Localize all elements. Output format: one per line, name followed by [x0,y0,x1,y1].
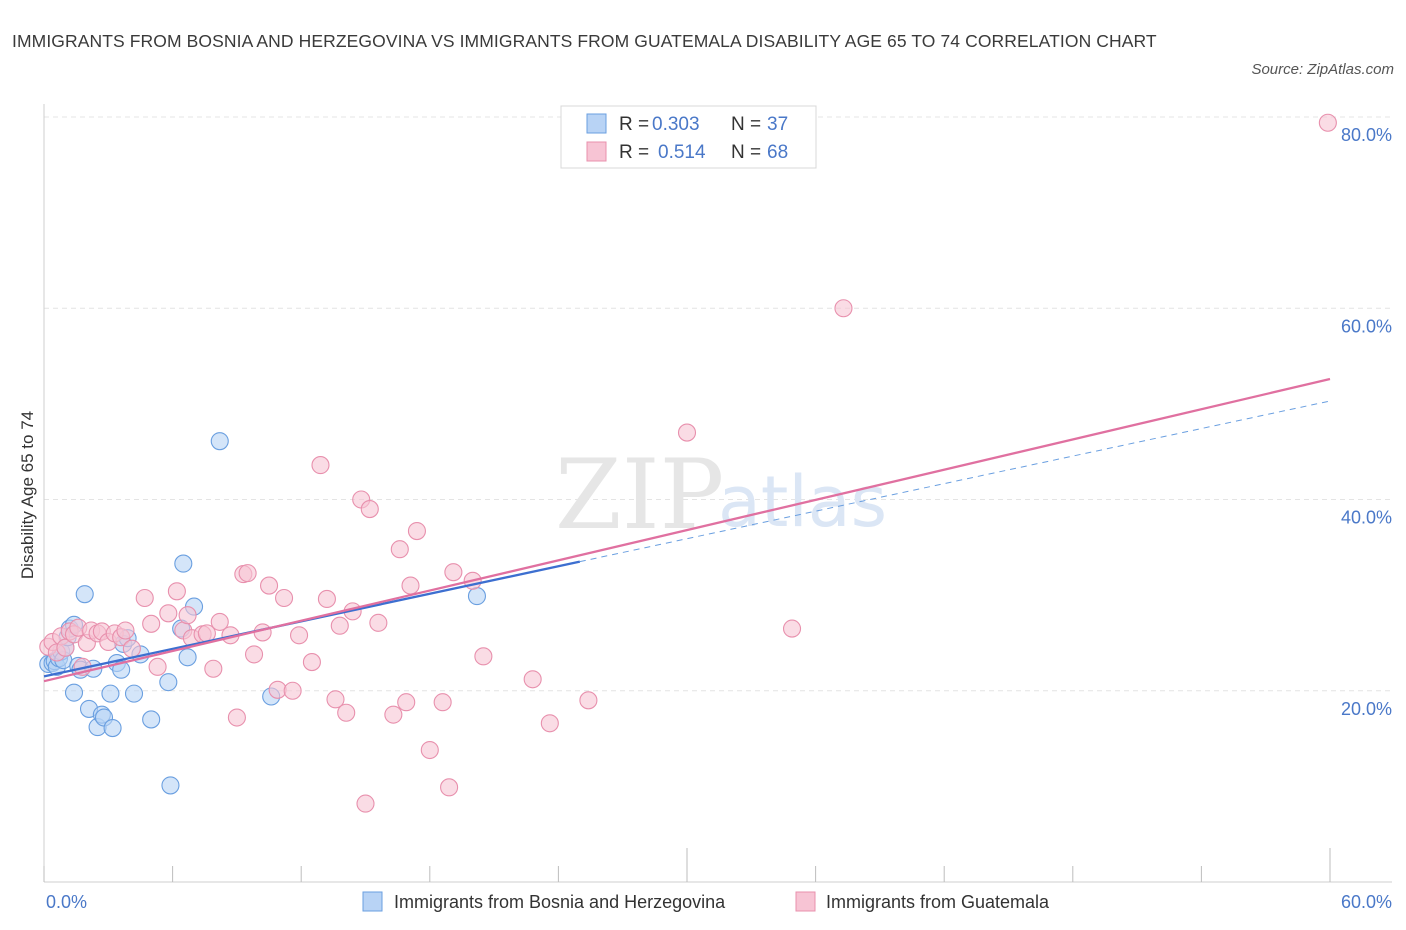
point-bosnia [75,585,94,604]
point-guatemala [401,576,420,595]
legend-r-value-guatemala: 0.514 [658,142,706,163]
point-bosnia [101,684,120,703]
point-bosnia [112,660,131,679]
bottom-legend-label-guatemala: Immigrants from Guatemala [826,892,1050,912]
trend-lines [43,377,1331,683]
point-guatemala [360,500,379,519]
point-guatemala [159,604,178,623]
legend-n-value-guatemala: 68 [767,142,788,163]
point-guatemala [440,778,459,797]
point-bosnia [142,710,161,729]
point-guatemala [227,708,246,727]
point-guatemala [369,613,388,632]
chart-title: IMMIGRANTS FROM BOSNIA AND HERZEGOVINA V… [12,31,1157,51]
legend-swatch-bosnia [586,113,607,134]
gridlines [44,116,1392,692]
point-bosnia [103,718,122,738]
point-bosnia [64,683,84,702]
axes [43,104,1392,883]
bottom-legend-label-bosnia: Immigrants from Bosnia and Herzegovina [394,892,726,912]
point-guatemala [433,693,452,712]
legend-box: R = 0.303 N = 37 R = 0.514 N = 68 [560,105,817,169]
point-guatemala [178,606,197,625]
y-tick-label-20: 20.0% [1341,699,1392,719]
point-guatemala [238,564,257,583]
point-bosnia [178,648,197,667]
point-guatemala [142,614,161,633]
point-guatemala [1318,113,1337,132]
point-guatemala [275,588,294,608]
point-guatemala [397,693,416,712]
legend-r-label-bosnia: R = [619,114,649,135]
y-tick-label-60: 60.0% [1341,316,1392,336]
point-guatemala [268,680,287,699]
point-guatemala [420,740,439,760]
x-tick-labels: 0.0% 60.0% [46,892,1392,912]
bottom-legend-swatch-bosnia [362,891,383,912]
point-guatemala [148,657,167,676]
point-guatemala [390,540,409,559]
point-bosnia [174,554,193,573]
point-guatemala [540,714,559,733]
legend-n-label-bosnia: N = [731,114,761,135]
x-tick-label-60: 60.0% [1341,892,1392,912]
point-bosnia [124,684,144,703]
point-guatemala [253,623,272,642]
source-label: Source: ZipAtlas.com [1251,61,1394,78]
legend-n-value-bosnia: 37 [767,114,788,135]
x-tick-label-0: 0.0% [46,892,87,912]
legend-swatch-guatemala [586,141,607,162]
point-bosnia [159,673,178,692]
y-axis-title: Disability Age 65 to 74 [18,411,37,579]
trend-line-1 [579,400,1331,563]
point-guatemala [311,456,330,475]
point-guatemala [204,659,223,678]
point-guatemala [326,690,345,709]
point-guatemala [407,522,426,541]
point-guatemala [384,705,403,724]
point-guatemala [283,681,302,700]
point-guatemala [782,619,802,638]
legend-r-value-bosnia: 0.303 [652,114,700,135]
y-tick-labels: 20.0% 40.0% 60.0% 80.0% [1341,125,1392,719]
point-guatemala [302,653,321,672]
bottom-legend-swatch-guatemala [795,891,816,912]
point-guatemala [356,794,375,813]
point-bosnia [467,587,487,606]
legend-r-label-guatemala: R = [619,142,649,163]
point-guatemala [116,621,135,640]
legend-n-label-guatemala: N = [731,142,761,163]
point-guatemala [337,703,356,722]
trend-line-2 [43,377,1331,683]
point-guatemala [579,691,598,710]
point-guatemala [444,563,463,582]
point-guatemala [834,299,853,318]
point-guatemala [210,612,229,631]
point-guatemala [167,582,186,601]
point-guatemala [474,647,493,666]
point-guatemala [330,616,349,635]
point-guatemala [244,645,264,664]
point-guatemala [677,423,697,442]
point-guatemala [523,670,542,689]
point-guatemala [317,589,336,609]
point-bosnia [161,776,180,795]
data-points [39,113,1337,813]
bottom-legend: Immigrants from Bosnia and Herzegovina I… [362,891,1050,912]
y-tick-label-80: 80.0% [1341,125,1392,145]
point-guatemala [135,588,154,608]
y-tick-label-40: 40.0% [1341,508,1392,528]
point-bosnia [210,432,229,451]
point-guatemala [259,576,279,595]
point-guatemala [290,626,309,645]
watermark-zip: ZIP [555,439,724,551]
point-guatemala [122,639,141,658]
